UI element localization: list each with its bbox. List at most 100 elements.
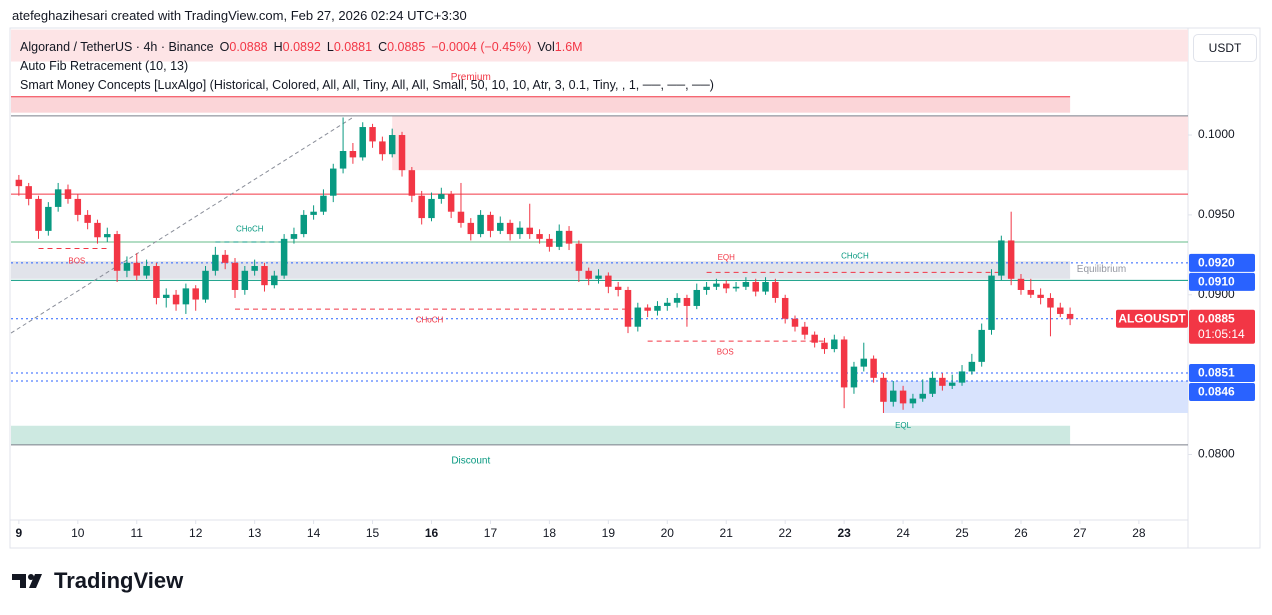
x-tick-label: 16 — [425, 526, 439, 540]
candle-body — [909, 398, 917, 404]
candle-body — [438, 194, 445, 199]
candle-body — [330, 168, 337, 196]
x-tick-label: 10 — [71, 526, 85, 540]
price-label: 0.0851 — [1198, 366, 1235, 380]
candle-body — [497, 222, 504, 231]
annotation: Equilibrium — [1077, 264, 1126, 275]
candle-body — [457, 211, 465, 223]
candle-body — [1057, 307, 1064, 314]
candle-body — [929, 377, 936, 394]
annotation: EQL — [895, 421, 912, 430]
candle-body — [251, 266, 258, 271]
candle-body — [821, 342, 828, 350]
candle-body — [1017, 278, 1025, 290]
candle-body — [467, 222, 475, 235]
candle-body — [565, 230, 573, 244]
candle-body — [487, 214, 494, 231]
candle-body — [899, 390, 907, 404]
header: atefeghazihesari created with TradingVie… — [12, 8, 467, 23]
candle-body — [664, 302, 671, 306]
ohlc-label: H — [273, 40, 283, 54]
ohlc-value: 0.0885 — [387, 40, 426, 54]
candle-body — [339, 151, 347, 169]
x-tick-label: 28 — [1132, 526, 1146, 540]
annotation: Discount — [451, 456, 490, 467]
candle-body — [428, 198, 435, 219]
candle-body — [801, 326, 809, 335]
candle-body — [703, 286, 710, 290]
x-tick-label: 20 — [661, 526, 675, 540]
ohlc-value: 0.0881 — [333, 40, 373, 54]
candle-body — [772, 281, 779, 298]
candle-body — [388, 135, 396, 155]
ohlc-label: O — [219, 40, 230, 54]
candle-body — [614, 286, 622, 290]
price-label-box — [1189, 364, 1255, 383]
candle-body — [555, 230, 563, 247]
fib-line — [10, 117, 354, 334]
candle-body — [732, 286, 740, 289]
symbol-label: ALGOUSDT — [1118, 311, 1186, 325]
candle-body — [162, 294, 170, 298]
candle-body — [241, 270, 249, 290]
price-label-box — [1189, 383, 1255, 402]
candle-body — [939, 377, 946, 386]
zone — [11, 261, 1071, 279]
chart-frame — [9, 27, 1261, 549]
annotation: EQH — [718, 253, 736, 262]
candle-body — [261, 266, 268, 286]
zone — [883, 381, 1188, 413]
candle-body — [447, 194, 455, 212]
candle-body — [919, 393, 926, 399]
candle-body — [133, 262, 140, 276]
candle-body — [349, 151, 357, 158]
candle-body — [644, 307, 651, 311]
y-tick-label: 0.1000 — [1198, 127, 1235, 141]
candle-body — [1027, 289, 1035, 295]
candle-body — [860, 358, 868, 367]
annotation: CHoCH — [841, 252, 869, 261]
candle-body — [94, 222, 101, 238]
candle-body — [300, 214, 308, 235]
candle-body — [54, 189, 62, 207]
x-tick-label: 18 — [543, 526, 557, 540]
x-tick-label: 17 — [484, 526, 498, 540]
indicator[interactable]: Auto Fib Retracement (10, 13) — [20, 59, 189, 73]
candle-body — [713, 283, 720, 287]
candle-body — [477, 214, 484, 235]
indicator[interactable]: Smart Money Concepts [LuxAlgo] (Historic… — [20, 78, 714, 92]
candle-body — [762, 281, 769, 292]
candle-body — [752, 281, 759, 292]
x-tick-label: 22 — [779, 526, 793, 540]
candle-body — [722, 283, 730, 289]
change: −0.0004 (−0.45%) — [431, 40, 532, 54]
candle-body — [84, 214, 91, 223]
price-label: 0.0910 — [1198, 274, 1235, 288]
candle-body — [585, 270, 592, 279]
currency-button[interactable]: USDT — [1193, 34, 1257, 62]
y-tick-label: 0.0800 — [1198, 447, 1235, 461]
candle-body — [143, 266, 150, 276]
x-tick-label: 26 — [1014, 526, 1028, 540]
candle-body — [968, 361, 976, 372]
candle-body — [988, 275, 995, 330]
candle-body — [742, 281, 750, 287]
x-tick-label: 9 — [16, 526, 23, 540]
candle-body — [310, 211, 317, 215]
candle-body — [683, 297, 691, 306]
candle-body — [74, 198, 82, 215]
ohlc-value: 0.0892 — [282, 40, 321, 54]
ohlc-label: L — [326, 40, 334, 54]
candle-body — [978, 329, 985, 362]
candle-body — [880, 377, 887, 402]
price-label-box — [1189, 272, 1255, 291]
y-tick-label: 0.0950 — [1198, 207, 1235, 221]
candle-body — [192, 288, 199, 300]
candle-body — [35, 198, 42, 231]
candle-body — [1007, 240, 1015, 279]
candle-body — [516, 227, 524, 235]
candle-body — [290, 234, 298, 239]
zone — [11, 425, 1071, 445]
annotation: Premium — [451, 72, 491, 83]
volume-label: Vol — [537, 40, 555, 54]
